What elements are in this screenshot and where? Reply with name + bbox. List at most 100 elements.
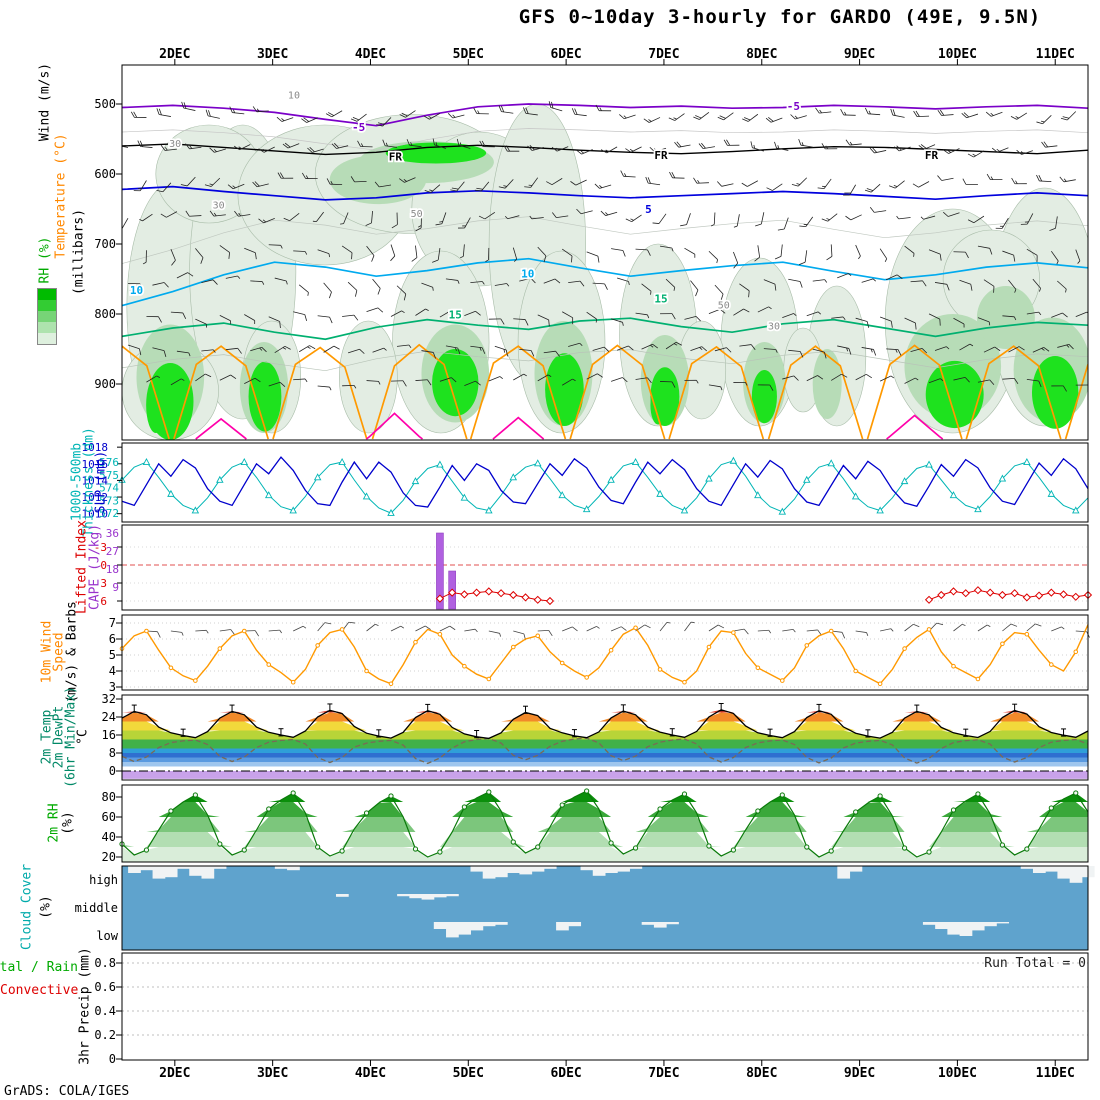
- x-axis-day-label-top: 4DEC: [354, 47, 387, 62]
- svg-text:6: 6: [109, 632, 116, 646]
- svg-text:36: 36: [106, 527, 119, 540]
- svg-text:3: 3: [109, 680, 116, 694]
- x-axis-day-label-top: 6DEC: [550, 47, 582, 62]
- svg-text:7: 7: [109, 616, 116, 630]
- svg-text:30: 30: [169, 139, 181, 150]
- svg-text:10: 10: [130, 284, 143, 297]
- x-axis-day-label-bottom: 6DEC: [550, 1066, 582, 1081]
- rh-colorbar-legend: [37, 288, 57, 345]
- grads-credit: GrADS: COLA/IGES: [4, 1084, 130, 1099]
- rh2m-axis-unit: (%): [60, 811, 76, 835]
- svg-text:1010: 1010: [82, 508, 109, 521]
- x-axis-day-label-bottom: 4DEC: [354, 1066, 387, 1081]
- wind-axis-label: Wind (m/s): [37, 62, 53, 142]
- svg-text:80: 80: [102, 790, 116, 804]
- svg-text:9: 9: [112, 581, 119, 594]
- svg-text:16: 16: [102, 728, 116, 742]
- svg-text:8: 8: [109, 746, 116, 760]
- svg-text:800: 800: [94, 307, 116, 321]
- x-axis-day-label-top: 10DEC: [937, 47, 977, 62]
- precip-legend-total-rain: Total / Rain: [0, 960, 78, 975]
- svg-text:4: 4: [109, 664, 116, 678]
- svg-text:576: 576: [99, 456, 119, 469]
- rh-colorbar-step: [38, 322, 56, 333]
- svg-text:1012: 1012: [82, 491, 109, 504]
- precip-axis-label: 3hr Precip (mm): [77, 947, 93, 1065]
- svg-text:0.2: 0.2: [94, 1028, 116, 1042]
- x-axis-day-label-bottom: 7DEC: [648, 1066, 680, 1081]
- rh-colorbar-step: [38, 300, 56, 311]
- svg-text:60: 60: [102, 810, 116, 824]
- x-axis-day-label-top: 7DEC: [648, 47, 680, 62]
- svg-text:573: 573: [99, 494, 119, 507]
- svg-text:40: 40: [102, 830, 116, 844]
- svg-text:FR: FR: [389, 151, 403, 164]
- x-axis-day-label-top: 8DEC: [746, 47, 778, 62]
- x-axis-day-label-bottom: 8DEC: [746, 1066, 778, 1081]
- rh-axis-label: RH (%): [37, 236, 53, 284]
- svg-text:5: 5: [109, 648, 116, 662]
- svg-text:15: 15: [654, 293, 667, 306]
- svg-text:FR: FR: [925, 149, 939, 162]
- svg-text:27: 27: [106, 545, 119, 558]
- run-total-label: Run Total = 0: [984, 956, 1086, 971]
- x-axis-day-label-bottom: 3DEC: [256, 1066, 289, 1081]
- x-axis-day-label-bottom: 2DEC: [159, 1066, 191, 1081]
- svg-text:30: 30: [768, 322, 780, 333]
- svg-text:575: 575: [99, 469, 119, 482]
- x-axis-day-label-top: 11DEC: [1035, 47, 1075, 62]
- svg-text:32: 32: [102, 692, 116, 706]
- svg-text:30: 30: [213, 201, 225, 212]
- svg-text:0.4: 0.4: [94, 1004, 116, 1018]
- svg-text:5: 5: [645, 203, 652, 216]
- precip-legend-convective: Convective: [0, 983, 79, 998]
- svg-text:FR: FR: [654, 149, 668, 162]
- svg-text:574: 574: [99, 482, 119, 495]
- millibars-axis-label: (millibars): [71, 208, 87, 296]
- svg-text:18: 18: [106, 563, 119, 576]
- svg-text:20: 20: [102, 850, 116, 864]
- svg-text:15: 15: [449, 309, 462, 322]
- rh-colorbar-step: [38, 333, 56, 344]
- svg-text:0.6: 0.6: [94, 980, 116, 994]
- svg-text:0.8: 0.8: [94, 956, 116, 970]
- svg-text:500: 500: [94, 97, 116, 111]
- x-axis-day-label-bottom: 5DEC: [452, 1066, 484, 1081]
- x-axis-day-label-top: 9DEC: [843, 47, 876, 62]
- svg-text:middle: middle: [75, 901, 118, 915]
- svg-text:600: 600: [94, 167, 116, 181]
- svg-text:-3: -3: [94, 541, 107, 554]
- svg-text:50: 50: [718, 301, 730, 312]
- svg-text:572: 572: [99, 507, 119, 520]
- svg-text:0: 0: [109, 1052, 116, 1066]
- svg-text:700: 700: [94, 237, 116, 251]
- x-axis-day-label-bottom: 10DEC: [937, 1066, 977, 1081]
- cape-axis-label: CAPE (J/kg): [87, 523, 103, 611]
- svg-text:10: 10: [521, 267, 534, 280]
- svg-text:0: 0: [109, 764, 116, 778]
- svg-text:low: low: [96, 929, 118, 943]
- cloud-axis-unit: (%): [38, 895, 54, 919]
- x-axis-day-label-top: 2DEC: [159, 47, 191, 62]
- cloud-axis-label: Cloud Cover: [19, 863, 35, 951]
- rh-colorbar-step: [38, 289, 56, 300]
- slp-axis-label: SLP (mb): [93, 450, 109, 514]
- svg-text:6: 6: [100, 595, 107, 608]
- svg-text:10: 10: [288, 91, 300, 102]
- temp2m-axis-label-line4: °C: [75, 729, 91, 745]
- svg-text:24: 24: [102, 710, 116, 724]
- rh-colorbar-step: [38, 311, 56, 322]
- svg-text:0: 0: [100, 559, 107, 572]
- svg-text:-5: -5: [787, 100, 800, 113]
- chart-title: GFS 0~10day 3-hourly for GARDO (49E, 9.5…: [518, 6, 1042, 28]
- rh2m-axis-label: 2m RH: [46, 803, 62, 843]
- svg-text:high: high: [89, 873, 118, 887]
- temperature-axis-label: Temperature (°C): [53, 133, 69, 259]
- x-axis-day-label-bottom: 9DEC: [843, 1066, 876, 1081]
- x-axis-day-label-bottom: 11DEC: [1035, 1066, 1075, 1081]
- svg-text:50: 50: [411, 209, 423, 220]
- x-axis-day-label-top: 3DEC: [256, 47, 289, 62]
- svg-text:1016: 1016: [82, 458, 109, 471]
